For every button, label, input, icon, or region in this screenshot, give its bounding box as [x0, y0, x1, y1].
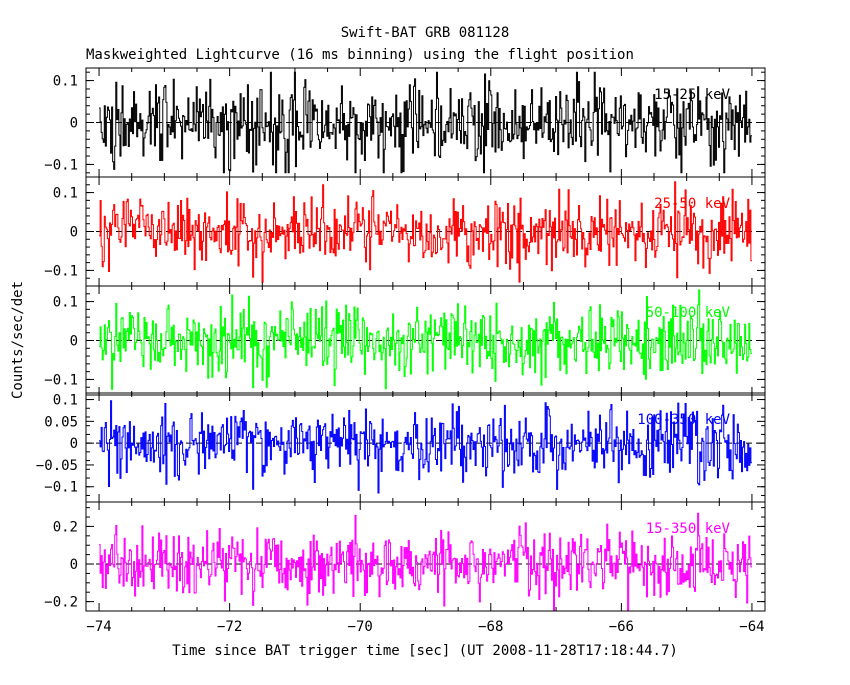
panel-100-350-kev: −0.1 −0.05 0 0.05 0.1 100-350 keV	[36, 392, 766, 503]
y-tick-label: 0	[70, 116, 78, 132]
x-tick-label: −66	[609, 619, 634, 635]
y-tick-label: 0	[70, 557, 78, 573]
y-tick-label: 0.05	[44, 414, 78, 430]
y-tick-label: 0.1	[53, 74, 78, 90]
y-tick-label: 0	[70, 334, 78, 350]
y-tick-label: 0.1	[53, 186, 78, 202]
x-tick-label: −72	[217, 619, 242, 635]
band-label: 100-350 keV	[637, 412, 730, 428]
y-tick-label: −0.05	[36, 458, 78, 474]
y-tick-label: 0	[70, 436, 78, 452]
panel-25-50-kev: −0.1 0 0.1 25-50 keV	[44, 176, 766, 287]
y-axis-label: Counts/sec/det	[10, 281, 26, 399]
y-tick-label: −0.1	[44, 157, 78, 173]
band-label: 25-50 keV	[654, 196, 730, 212]
panel-frame	[85, 392, 766, 503]
x-axis-label: Time since BAT trigger time [sec] (UT 20…	[172, 643, 678, 659]
x-tick-label: −64	[739, 619, 764, 635]
x-tick-label: −74	[86, 619, 111, 635]
y-tick-label: 0.1	[53, 295, 78, 311]
y-tick-label: −0.1	[44, 372, 78, 388]
y-tick-label: −0.1	[44, 480, 78, 496]
y-tick-label: −0.2	[44, 595, 78, 611]
y-tick-label: 0	[70, 225, 78, 241]
chart-subtitle: Maskweighted Lightcurve (16 ms binning) …	[86, 47, 634, 63]
band-label: 15-350 keV	[646, 521, 731, 537]
series-trace	[99, 400, 752, 494]
series-trace	[99, 71, 752, 174]
band-label: 50-100 keV	[646, 305, 731, 321]
panel-50-100-kev: −0.1 0 0.1 50-100 keV	[44, 285, 766, 396]
y-tick-label: −0.1	[44, 263, 78, 279]
chart-title: Swift-BAT GRB 081128	[341, 25, 510, 41]
series-trace	[99, 181, 752, 283]
y-tick-label: 0.2	[53, 519, 78, 535]
series-trace	[99, 289, 752, 390]
series-trace	[99, 512, 752, 611]
y-tick-label: 0.1	[53, 393, 78, 409]
x-tick-label: −70	[348, 619, 373, 635]
panels-group: −0.1 0 0.1 15-25 keV −0.1 0 0.1 25-50 keV −0.1 0 0…	[36, 67, 766, 635]
panel-15-350-kev: −0.2 0 0.2 15-350 keV	[44, 501, 766, 612]
panel-15-25-kev: −0.1 0 0.1 15-25 keV	[44, 67, 766, 178]
x-tick-label: −68	[478, 619, 503, 635]
band-label: 15-25 keV	[654, 87, 730, 103]
